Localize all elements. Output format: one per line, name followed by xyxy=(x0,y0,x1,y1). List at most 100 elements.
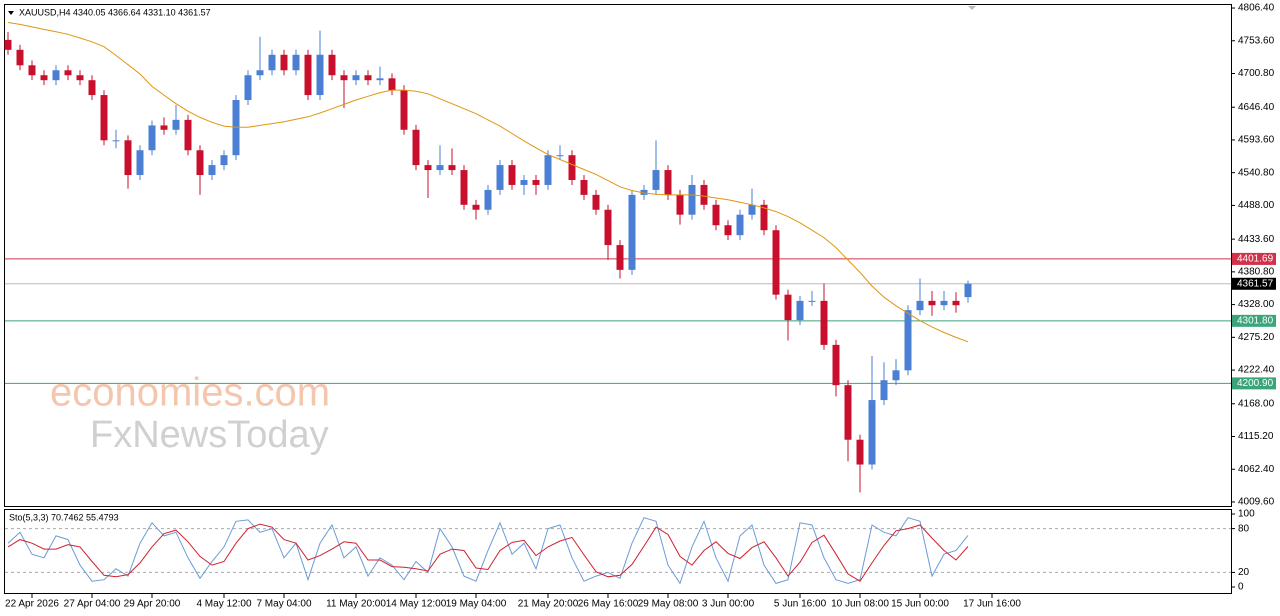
y-tick-label: 4540.80 xyxy=(1238,167,1275,178)
candle-body xyxy=(304,54,312,96)
candle-body xyxy=(88,80,96,96)
candle-body xyxy=(280,54,288,71)
candle-body xyxy=(592,194,600,210)
x-tick-label: 11 May 20:00 xyxy=(326,599,386,610)
candle-body xyxy=(244,75,252,101)
candle-body xyxy=(292,54,300,71)
y-tick-label: 4222.40 xyxy=(1238,365,1275,376)
candle-body xyxy=(52,70,60,81)
moving-average xyxy=(7,22,969,343)
candle-body xyxy=(544,155,552,185)
candle-body xyxy=(712,204,720,226)
candle-body xyxy=(796,300,804,321)
y-tick-label: 4380.80 xyxy=(1238,267,1275,278)
candle-body xyxy=(664,170,672,195)
candle-body xyxy=(220,155,228,166)
y-tick-label: 4488.00 xyxy=(1238,200,1275,211)
y-tick-label: 4275.20 xyxy=(1238,332,1275,343)
candle-body xyxy=(4,39,12,50)
candle-body xyxy=(808,300,816,302)
indicator-line xyxy=(7,517,969,585)
candle-body xyxy=(376,78,384,81)
candle-body xyxy=(652,170,660,190)
candle-body xyxy=(136,150,144,176)
y-tick-label: 4115.20 xyxy=(1238,431,1274,442)
candle-body xyxy=(520,179,528,185)
x-tick-label: 3 Jun 00:00 xyxy=(702,599,755,610)
candle-body xyxy=(724,225,732,236)
candle-body xyxy=(784,294,792,321)
x-tick-label: 27 Apr 04:00 xyxy=(64,599,121,610)
candle-body xyxy=(748,204,756,215)
candle-body xyxy=(628,194,636,270)
candle-body xyxy=(172,119,180,130)
y-tick-label: 4009.60 xyxy=(1238,497,1275,508)
candle-body xyxy=(532,179,540,185)
candle-body xyxy=(184,119,192,151)
candle-body xyxy=(676,194,684,215)
y-tick-label: 80 xyxy=(1238,523,1250,534)
y-tick-label: 4593.60 xyxy=(1238,135,1275,146)
candle-body xyxy=(916,300,924,311)
indicator-line xyxy=(7,523,969,582)
x-tick-label: 29 Apr 20:00 xyxy=(124,599,181,610)
level-label: 4200.90 xyxy=(1237,378,1274,389)
y-tick-label: 100 xyxy=(1238,509,1255,520)
candle-body xyxy=(460,170,468,205)
candle-body xyxy=(892,370,900,381)
level-label: 4401.69 xyxy=(1237,254,1274,265)
candle-body xyxy=(772,230,780,295)
candle-body xyxy=(832,344,840,386)
y-tick-label: 4168.00 xyxy=(1238,398,1275,409)
y-tick-label: 0 xyxy=(1238,582,1244,593)
candle-body xyxy=(640,189,648,195)
y-tick-label: 4753.60 xyxy=(1238,35,1275,46)
x-tick-label: 5 Jun 16:00 xyxy=(774,599,827,610)
candle-body xyxy=(148,125,156,151)
candle-body xyxy=(856,439,864,465)
candle-body xyxy=(700,184,708,205)
candle-body xyxy=(580,179,588,195)
x-tick-label: 17 Jun 16:00 xyxy=(963,599,1021,610)
candle-body xyxy=(880,380,888,401)
candle-body xyxy=(268,54,276,71)
y-tick-label: 20 xyxy=(1238,567,1250,578)
candle-body xyxy=(316,54,324,96)
candle-body xyxy=(64,70,72,76)
candle-body xyxy=(160,125,168,130)
y-tick-label: 4700.80 xyxy=(1238,68,1275,79)
x-tick-label: 19 May 04:00 xyxy=(446,599,507,610)
watermark: economies.com xyxy=(50,371,330,415)
y-tick-label: 4433.60 xyxy=(1238,234,1275,245)
x-tick-label: 26 May 16:00 xyxy=(578,599,639,610)
candle-body xyxy=(40,75,48,81)
candle-body xyxy=(340,75,348,81)
x-tick-label: 10 Jun 08:00 xyxy=(831,599,889,610)
x-tick-label: 4 May 12:00 xyxy=(196,599,251,610)
candle-body xyxy=(208,165,216,176)
candle-body xyxy=(412,129,420,166)
level-label: 4301.80 xyxy=(1237,315,1274,326)
symbol-header: XAUUSD,H4 4340.05 4366.64 4331.10 4361.5… xyxy=(19,7,211,17)
candle-body xyxy=(844,385,852,440)
candle-body xyxy=(964,283,972,298)
candle-body xyxy=(328,54,336,76)
candle-body xyxy=(28,65,36,76)
candle-body xyxy=(388,78,396,91)
candle-body xyxy=(364,75,372,81)
level-label-bg xyxy=(1232,252,1276,265)
candle-body xyxy=(736,214,744,236)
candle-body xyxy=(76,75,84,81)
menu-arrow[interactable] xyxy=(8,11,14,15)
x-tick-label: 15 Jun 00:00 xyxy=(891,599,949,610)
shift-marker xyxy=(968,6,976,10)
x-tick-label: 21 May 20:00 xyxy=(518,599,579,610)
candle-body xyxy=(508,165,516,185)
candle-body xyxy=(256,70,264,76)
sub-pane xyxy=(4,509,1232,594)
y-tick-label: 4646.40 xyxy=(1238,102,1275,113)
candle-body xyxy=(616,245,624,270)
candle-body xyxy=(820,300,828,345)
